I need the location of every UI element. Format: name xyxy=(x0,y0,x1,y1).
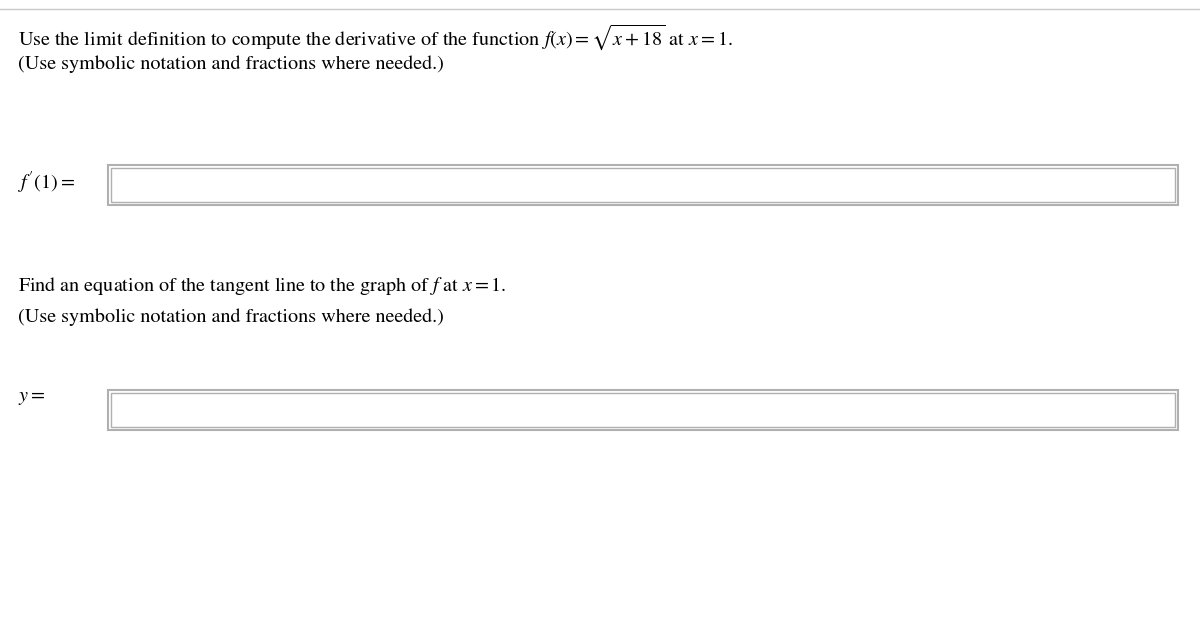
Text: Use the limit definition to compute the derivative of the function $f(x) = \sqrt: Use the limit definition to compute the … xyxy=(18,22,733,52)
Text: (Use symbolic notation and fractions where needed.): (Use symbolic notation and fractions whe… xyxy=(18,308,444,325)
Text: $f'(1) =$: $f'(1) =$ xyxy=(18,170,76,196)
Text: $y =$: $y =$ xyxy=(18,390,46,407)
Text: Find an equation of the tangent line to the graph of $f$ at $x = 1$.: Find an equation of the tangent line to … xyxy=(18,275,506,297)
Text: (Use symbolic notation and fractions where needed.): (Use symbolic notation and fractions whe… xyxy=(18,55,444,73)
